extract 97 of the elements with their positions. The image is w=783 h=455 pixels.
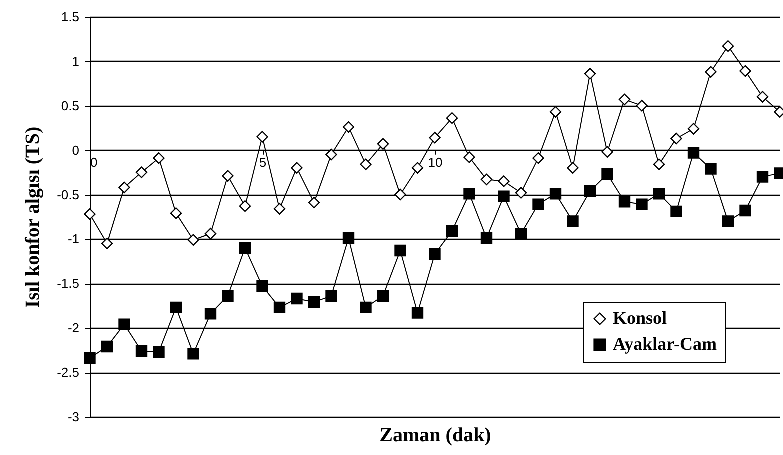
point bbox=[722, 216, 734, 228]
point bbox=[84, 208, 96, 220]
point bbox=[377, 290, 390, 302]
point bbox=[342, 121, 355, 134]
point bbox=[118, 182, 130, 194]
y-axis-title: Isıl konfor algısı (TS) bbox=[22, 126, 44, 308]
y-tick-label: -3 bbox=[68, 410, 80, 424]
point bbox=[498, 190, 510, 202]
point bbox=[688, 123, 700, 135]
point bbox=[584, 68, 596, 80]
point bbox=[188, 234, 200, 246]
point bbox=[360, 158, 372, 170]
point bbox=[636, 100, 648, 112]
point bbox=[308, 296, 320, 308]
point bbox=[550, 188, 562, 200]
point bbox=[446, 225, 458, 238]
point bbox=[705, 66, 717, 78]
point bbox=[670, 132, 682, 145]
y-tick-label: 1.5 bbox=[61, 10, 80, 24]
point bbox=[446, 112, 458, 124]
point bbox=[412, 307, 424, 319]
x-tick-label: 0 bbox=[90, 154, 98, 170]
point bbox=[498, 176, 510, 188]
point bbox=[653, 158, 666, 170]
point bbox=[239, 200, 252, 212]
y-tick-label: -0.5 bbox=[57, 187, 80, 202]
point bbox=[239, 242, 252, 254]
point bbox=[308, 196, 320, 209]
y-tick-label: -1.5 bbox=[57, 276, 80, 292]
point bbox=[532, 152, 544, 164]
point bbox=[705, 163, 717, 175]
point bbox=[670, 206, 682, 218]
point bbox=[394, 188, 406, 201]
point bbox=[636, 198, 648, 210]
y-tick-label: -1 bbox=[68, 232, 80, 247]
point bbox=[756, 171, 769, 183]
point bbox=[204, 308, 217, 320]
point bbox=[480, 174, 493, 186]
point bbox=[377, 138, 390, 150]
point bbox=[602, 146, 614, 158]
point bbox=[101, 340, 114, 353]
point bbox=[188, 348, 200, 360]
point bbox=[84, 352, 96, 364]
y-tick-label: 0.5 bbox=[61, 98, 80, 114]
point bbox=[429, 132, 441, 144]
point bbox=[740, 204, 752, 217]
point bbox=[602, 168, 614, 180]
point bbox=[584, 185, 596, 198]
point bbox=[618, 94, 631, 106]
point bbox=[326, 290, 338, 302]
point bbox=[618, 196, 631, 208]
point bbox=[722, 40, 734, 52]
point bbox=[464, 152, 476, 164]
point bbox=[567, 216, 579, 228]
point bbox=[342, 232, 355, 244]
y-tick-label: -2.5 bbox=[57, 365, 80, 380]
y-tick-label: -2 bbox=[68, 320, 80, 336]
point bbox=[170, 302, 182, 314]
point bbox=[412, 162, 424, 174]
point bbox=[532, 198, 544, 210]
point bbox=[153, 152, 165, 164]
point bbox=[291, 162, 303, 174]
point bbox=[515, 228, 528, 240]
point bbox=[515, 187, 528, 199]
point bbox=[222, 170, 234, 182]
point bbox=[394, 244, 406, 257]
point bbox=[550, 106, 562, 118]
point bbox=[118, 318, 130, 330]
point bbox=[653, 188, 666, 200]
y-tick-label: 1 bbox=[72, 54, 80, 69]
point bbox=[567, 162, 579, 174]
point bbox=[101, 238, 114, 250]
point bbox=[170, 208, 182, 220]
point bbox=[256, 131, 268, 143]
point bbox=[204, 228, 217, 240]
x-tick-label: 10 bbox=[428, 154, 443, 170]
point bbox=[136, 166, 148, 178]
x-axis-title: Zaman (dak) bbox=[380, 424, 492, 446]
point bbox=[274, 203, 286, 215]
point bbox=[464, 188, 476, 200]
point bbox=[274, 302, 286, 314]
point bbox=[688, 147, 700, 159]
point bbox=[256, 280, 268, 292]
point bbox=[429, 248, 441, 260]
legend-label: Ayaklar-Cam bbox=[613, 334, 717, 354]
point bbox=[756, 91, 769, 103]
legend-label: Konsol bbox=[613, 308, 668, 328]
point bbox=[360, 302, 372, 314]
point bbox=[480, 232, 493, 244]
point bbox=[222, 290, 234, 302]
point bbox=[153, 346, 165, 358]
x-tick-label: 5 bbox=[259, 154, 267, 170]
point bbox=[326, 148, 338, 161]
point bbox=[136, 345, 148, 358]
y-tick-label: 0 bbox=[72, 142, 80, 158]
point bbox=[740, 65, 752, 78]
point bbox=[291, 292, 303, 305]
